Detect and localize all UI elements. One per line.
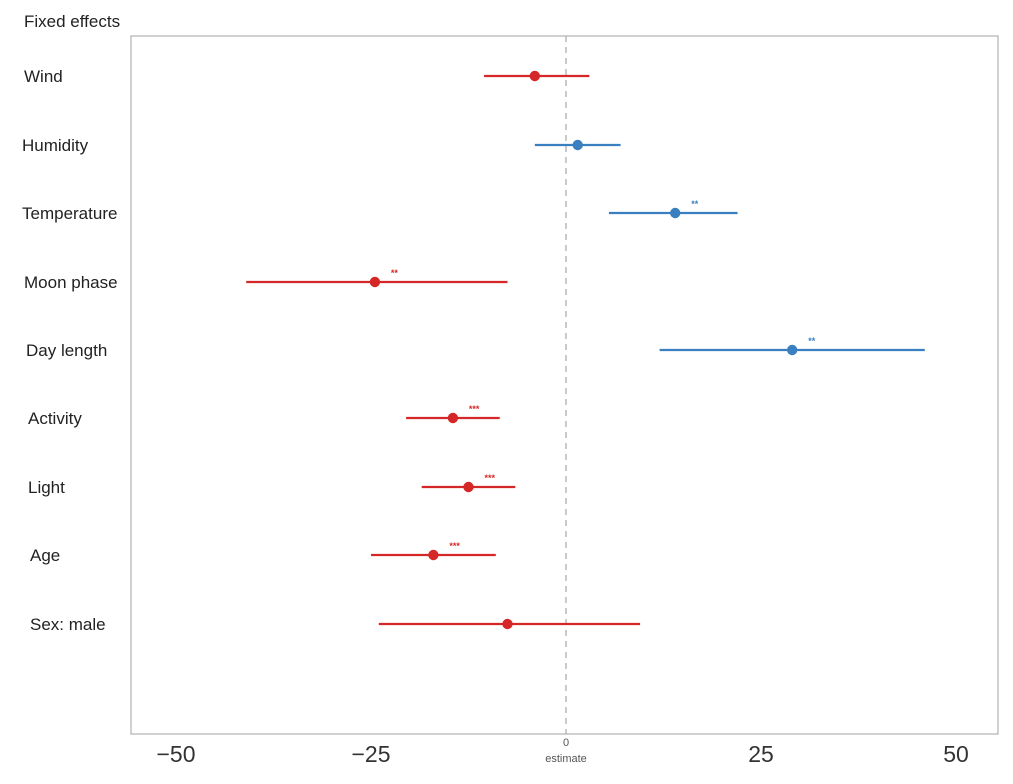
estimate-point xyxy=(502,619,512,629)
significance-label: ** xyxy=(808,336,816,346)
row-label: Moon phase xyxy=(24,273,118,292)
estimate-point xyxy=(530,71,540,81)
estimate-point xyxy=(787,345,797,355)
significance-label: *** xyxy=(485,473,496,483)
row-label: Day length xyxy=(26,341,107,360)
estimate-point xyxy=(573,140,583,150)
x-axis-label: estimate xyxy=(545,753,587,765)
row-label: Sex: male xyxy=(30,615,106,634)
row-label: Temperature xyxy=(22,204,117,223)
x-tick-label: 0 xyxy=(563,737,569,749)
row-label: Activity xyxy=(28,409,82,428)
estimate-point xyxy=(370,277,380,287)
row-label: Wind xyxy=(24,67,63,86)
plot-frame xyxy=(131,36,998,734)
significance-label: *** xyxy=(469,404,480,414)
significance-label: *** xyxy=(449,541,460,551)
row-label: Humidity xyxy=(22,136,89,155)
x-tick-label: 25 xyxy=(748,741,774,767)
x-tick-label: −50 xyxy=(156,741,195,767)
estimate-point xyxy=(428,550,438,560)
significance-label: ** xyxy=(391,268,399,278)
x-tick-label: 50 xyxy=(943,741,969,767)
x-tick-label: −25 xyxy=(351,741,390,767)
row-label: Light xyxy=(28,478,65,497)
row-label: Age xyxy=(30,546,60,565)
significance-label: ** xyxy=(691,199,699,209)
estimate-point xyxy=(448,413,458,423)
estimate-point xyxy=(463,482,473,492)
estimate-point xyxy=(670,208,680,218)
